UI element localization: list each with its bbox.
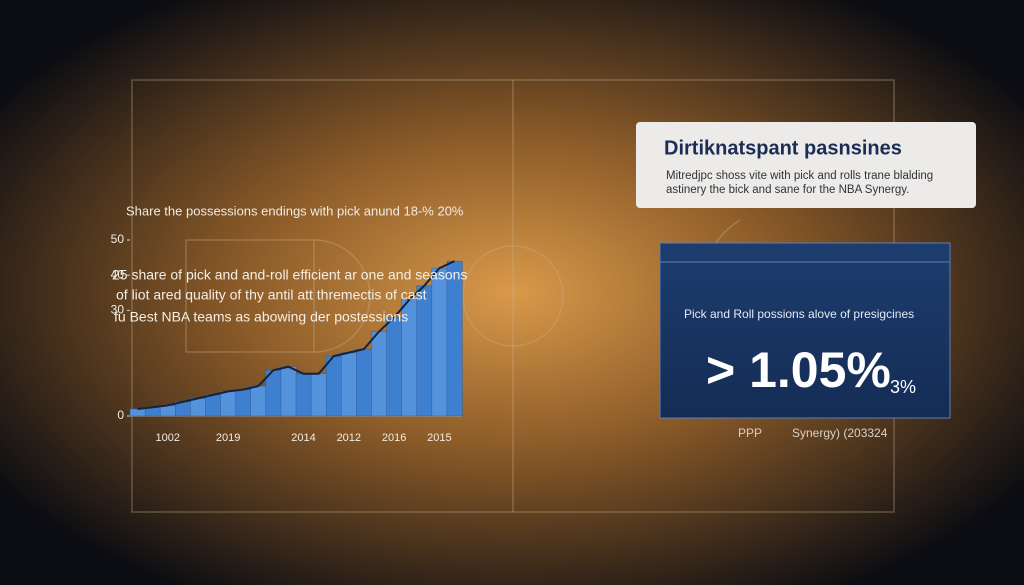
chart-title: Share the possessions endings with pick … (126, 203, 464, 218)
panel-caption: Pick and Roll possions alove of presigci… (684, 307, 914, 321)
area-step (371, 331, 388, 417)
footer: PPP (738, 426, 762, 440)
x-tick-label: 2015 (427, 432, 451, 444)
annotation: fu Best NBA teams as abowing der postess… (114, 309, 408, 325)
area-step (416, 285, 433, 417)
area-step (250, 385, 267, 417)
card (636, 122, 976, 208)
area-outline (137, 260, 455, 410)
y-tick-label: 40 (111, 267, 125, 281)
area-step (325, 355, 342, 417)
area-step (431, 267, 448, 417)
area-step (295, 373, 312, 417)
x-tick-label: 2016 (382, 432, 406, 444)
plot: 0 30 40 50 1002 2019 2014 2012 2016 2015 (111, 232, 463, 444)
panel-stat-note: 3% (890, 377, 916, 397)
annotation: 25 share of pick and and-roll efficient … (112, 267, 467, 283)
card-text: astinery the bick and sane for the NBA S… (666, 184, 909, 196)
x-tick-label: 1002 (155, 432, 179, 444)
y-tick-label: 0 (117, 408, 124, 422)
card-title: Dirtiknatspant pasnsines (664, 137, 902, 159)
footer: Synergy) (203324 (792, 426, 888, 440)
y-tick-label: 30 (111, 303, 125, 317)
area-step (386, 317, 403, 417)
area-step (235, 389, 252, 417)
panel (659, 242, 951, 419)
x-tick-label: 2014 (291, 432, 315, 444)
annotation: of liot ared quality of thy antil att th… (116, 287, 427, 303)
area-step (280, 366, 297, 417)
area-step (446, 260, 463, 417)
panel-stat: > 1.05% (706, 342, 891, 398)
x-tick-label: 2019 (216, 432, 240, 444)
area-step (310, 373, 327, 417)
y-tick-label: 50 (111, 232, 125, 246)
area-step (205, 394, 222, 417)
area-step (341, 352, 357, 417)
x-tick-label: 2012 (337, 432, 361, 444)
area-step (129, 408, 146, 417)
area-step (356, 348, 373, 417)
card-text: Mitredjpc shoss vite with pick and rolls… (666, 170, 933, 182)
area-step (220, 391, 237, 417)
annotations: 25 share of pick and and-roll efficient … (112, 267, 467, 325)
area-step (190, 398, 207, 417)
